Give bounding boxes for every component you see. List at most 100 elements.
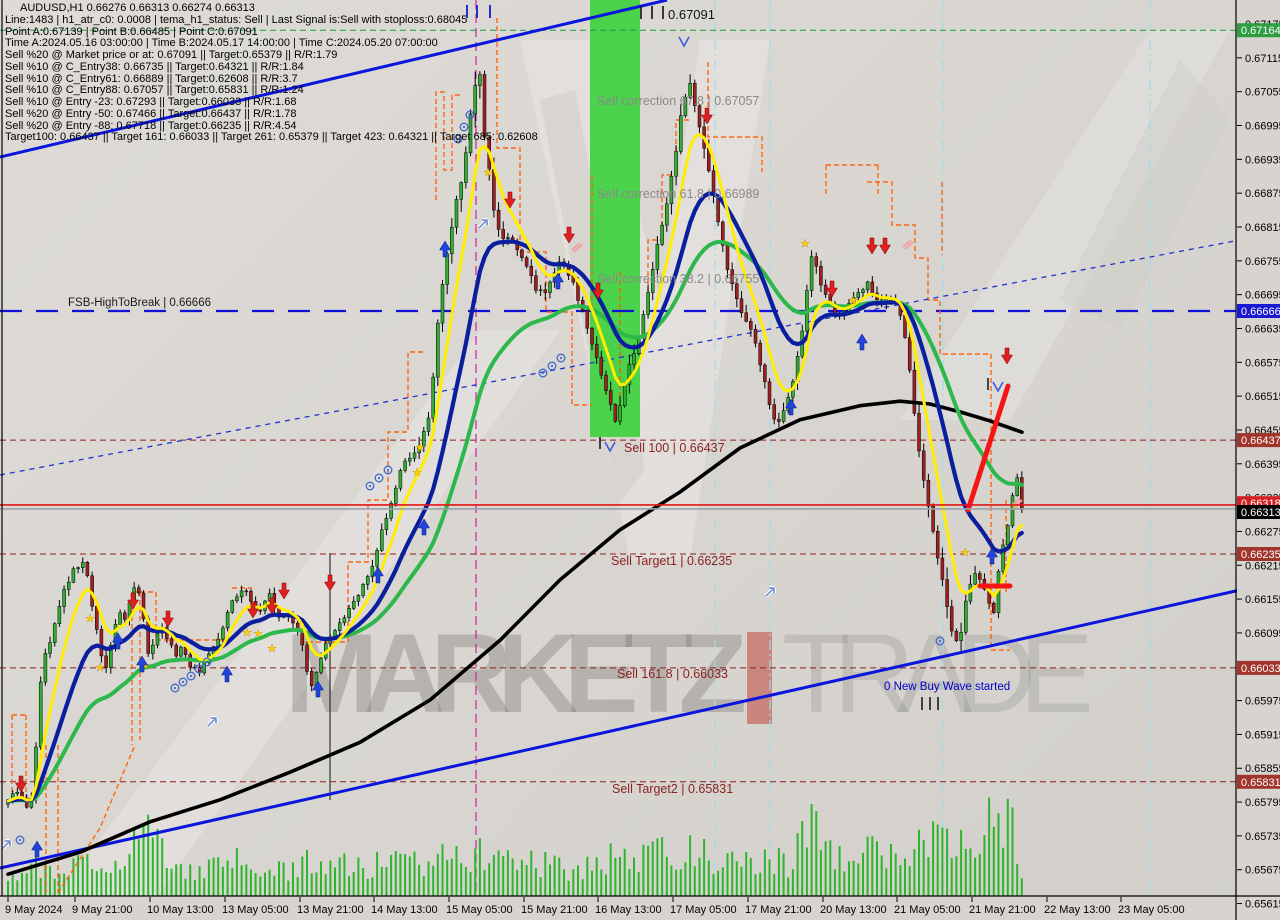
candle-bearish (482, 74, 487, 138)
chain-dot-icon (181, 680, 185, 684)
candle-bearish (921, 450, 926, 481)
background-layer: MARKETZ TRADE (40, 30, 1232, 920)
info-line-8: Sell %10 @ Entry -23: 0.67293 || Target:… (5, 96, 297, 108)
volume-bar (684, 862, 687, 896)
volume-bar (492, 854, 495, 896)
trailing-stop-line (647, 62, 763, 300)
candle-bullish (239, 590, 244, 598)
volume-bar (123, 866, 126, 896)
candle-bullish (1006, 525, 1010, 546)
brush-mark-icon (571, 242, 583, 253)
buy-arrow-icon (418, 518, 430, 536)
volume-bar (745, 852, 748, 896)
candle-bearish (730, 269, 734, 285)
volume-bar (913, 849, 916, 896)
candle-bearish (819, 265, 823, 286)
volume-bar (941, 827, 944, 896)
chain-dot-icon (197, 667, 201, 671)
trailing-stop-line (300, 351, 424, 643)
volume-bar (231, 867, 234, 896)
chain-dot-icon (468, 113, 472, 117)
price-tick-label: 0.66935 (1245, 154, 1280, 166)
volume-bar (268, 869, 271, 896)
volume-bar (871, 836, 874, 896)
volume-bar (217, 857, 220, 896)
volume-bar (539, 877, 542, 896)
volume-bar (833, 869, 836, 896)
sell-arrow-icon (127, 592, 139, 610)
candle-bullish (973, 573, 977, 585)
volume-bar (894, 853, 897, 896)
buy-arrow-icon (112, 632, 124, 650)
volume-bar (427, 861, 430, 896)
volume-bar (922, 839, 925, 896)
volume-bar (899, 865, 902, 896)
candle-bullish (665, 203, 669, 226)
volume-bar (320, 861, 322, 896)
volume-bar (91, 869, 94, 896)
info-line-9: Sell %20 @ Entry -50: 0.67466 || Target:… (5, 107, 297, 120)
star-icon: ★ (253, 627, 263, 640)
time-label: 13 May 21:00 (297, 904, 364, 916)
volume-bar (796, 833, 799, 896)
price-axis[interactable] (1237, 0, 1280, 920)
volume-bar (357, 857, 360, 896)
volume-bar (147, 814, 150, 896)
candle-bearish (594, 343, 599, 358)
candle-bearish (767, 381, 772, 405)
price-tick-label: 0.65975 (1245, 696, 1280, 708)
info-line-10: Sell %20 @ Entry -88: 0.67718 || Target:… (5, 119, 297, 132)
volume-bar (310, 873, 313, 896)
volume-bar (637, 872, 640, 896)
volume-bar (908, 866, 911, 896)
candle-bearish (949, 606, 954, 632)
chain-circle-icon (365, 481, 375, 491)
volume-bar (207, 859, 210, 896)
volume-bar (446, 860, 449, 896)
volume-bar (114, 860, 117, 896)
candle-bullish (650, 268, 655, 293)
volume-bar (343, 853, 346, 896)
candle-bullish (267, 593, 272, 602)
candle-bullish (440, 284, 445, 324)
chart-annotation: Sell Target2 | 0.65831 (612, 782, 733, 796)
volume-bar (86, 854, 89, 896)
price-tick-label: 0.66875 (1245, 188, 1280, 200)
volume-bar (11, 874, 14, 896)
candle-bullish (473, 85, 477, 115)
candle-bullish (431, 376, 435, 419)
volume-bar (689, 835, 692, 896)
chart-annotation: Sell 100 | 0.66437 (624, 441, 725, 455)
chain-circle-icon (383, 465, 393, 475)
time-axis[interactable] (0, 897, 1280, 920)
volume-bar (670, 865, 673, 896)
sell-arrow-icon (504, 191, 516, 209)
star-icon: ★ (95, 661, 105, 674)
chart-annotation: FSB-HighToBreak | 0.66666 (68, 297, 211, 309)
chain-circle-icon (186, 671, 196, 681)
ea-info-panel: AUDUSD,H1 0.66276 0.66313 0.66274 0.6631… (5, 2, 538, 144)
candle-bullish (48, 642, 52, 654)
candle-bearish (823, 284, 828, 295)
candle-bullish (394, 487, 398, 504)
volume-bar (179, 863, 182, 896)
time-label: 22 May 13:00 (1044, 904, 1111, 916)
volume-bar (254, 873, 257, 896)
volume-bar (175, 864, 178, 896)
candle-bearish (739, 298, 744, 314)
candle-bearish (992, 602, 996, 613)
volume-bar (838, 846, 841, 896)
candle-bullish (417, 446, 421, 454)
volume-bar (142, 824, 145, 896)
candle-bearish (735, 283, 739, 300)
star-icon: ★ (415, 441, 425, 454)
buy-arrow-icon (221, 665, 233, 683)
price-badge (1237, 505, 1280, 520)
volume-bar (1016, 864, 1019, 896)
volume-bar (133, 828, 136, 896)
candle-bullish (618, 405, 622, 422)
ma-tema-fast (6, 133, 1024, 803)
brush-mark-icon (902, 239, 914, 250)
volume-bar (334, 867, 336, 896)
